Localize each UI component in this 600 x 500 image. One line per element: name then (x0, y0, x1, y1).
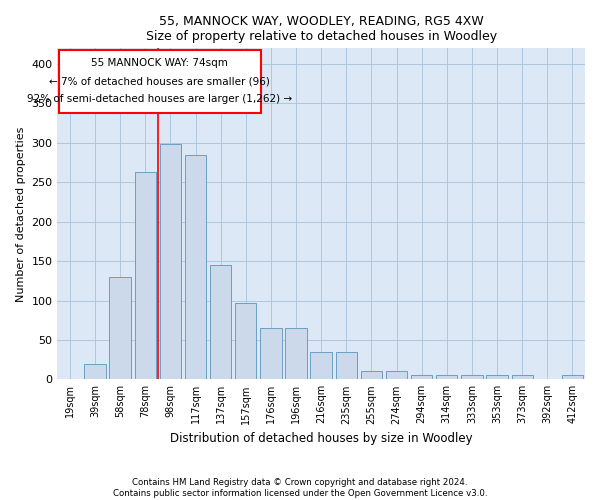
Bar (361, 372, 382, 380)
Bar (210, 265, 232, 380)
Bar (85, 364, 106, 380)
FancyBboxPatch shape (59, 50, 261, 113)
Text: Contains HM Land Registry data © Crown copyright and database right 2024.
Contai: Contains HM Land Registry data © Crown c… (113, 478, 487, 498)
Bar (411, 376, 433, 380)
Text: 92% of semi-detached houses are larger (1,262) →: 92% of semi-detached houses are larger (… (27, 94, 292, 104)
Text: 55 MANNOCK WAY: 74sqm: 55 MANNOCK WAY: 74sqm (91, 58, 228, 68)
Bar (109, 277, 131, 380)
Title: 55, MANNOCK WAY, WOODLEY, READING, RG5 4XW
Size of property relative to detached: 55, MANNOCK WAY, WOODLEY, READING, RG5 4… (146, 15, 497, 43)
Bar (512, 376, 533, 380)
Bar (436, 376, 457, 380)
Bar (487, 376, 508, 380)
Bar (260, 328, 281, 380)
X-axis label: Distribution of detached houses by size in Woodley: Distribution of detached houses by size … (170, 432, 472, 445)
Bar (386, 372, 407, 380)
Text: ← 7% of detached houses are smaller (96): ← 7% of detached houses are smaller (96) (49, 76, 270, 86)
Bar (562, 376, 583, 380)
Bar (461, 376, 482, 380)
Bar (310, 352, 332, 380)
Bar (185, 154, 206, 380)
Bar (335, 352, 357, 380)
Bar (134, 172, 156, 380)
Bar (160, 144, 181, 380)
Y-axis label: Number of detached properties: Number of detached properties (16, 126, 26, 302)
Bar (286, 328, 307, 380)
Bar (235, 303, 256, 380)
